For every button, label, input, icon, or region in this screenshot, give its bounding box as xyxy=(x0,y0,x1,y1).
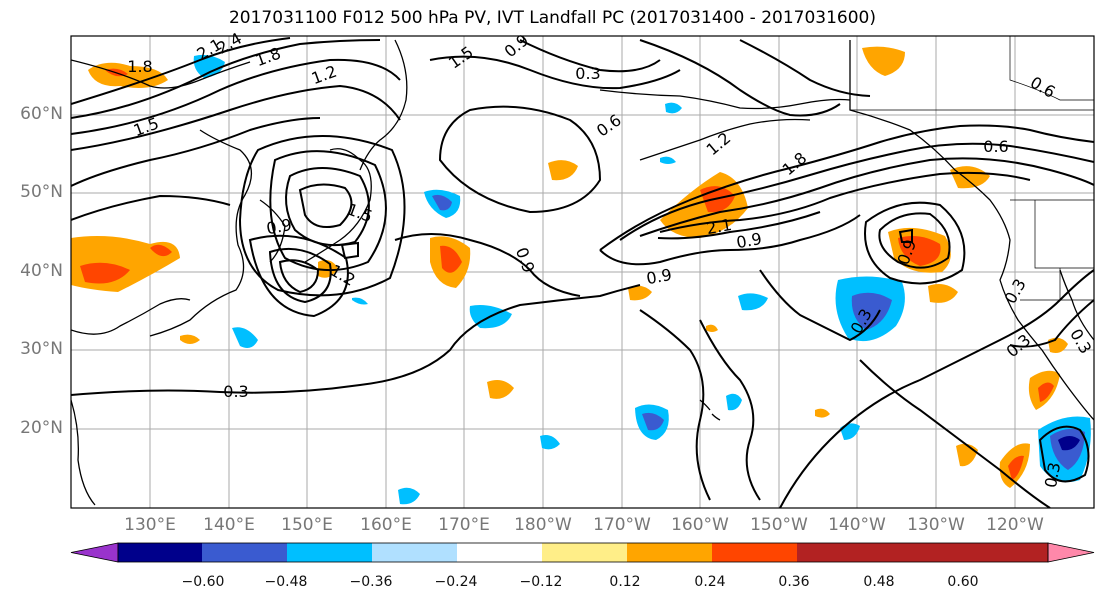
lat-label-30n: 30°N xyxy=(20,339,63,359)
political-borders xyxy=(850,36,1094,301)
contour-label: 0.9 xyxy=(735,229,763,252)
pv-contours xyxy=(71,37,1094,508)
contour-label: 0.6 xyxy=(983,137,1008,156)
colorbar-segment xyxy=(287,543,372,562)
lat-label-20n: 20°N xyxy=(20,418,63,438)
lon-label-170w: 170°W xyxy=(593,515,651,535)
lon-label-140e: 140°E xyxy=(203,515,255,535)
contour-label: 0.3 xyxy=(1041,461,1064,489)
contour-label: 1.8 xyxy=(127,57,152,76)
lon-label-160e: 160°E xyxy=(360,515,412,535)
colorbar-segment xyxy=(202,543,287,562)
lat-label-50n: 50°N xyxy=(20,182,63,202)
colorbar-label: −0.36 xyxy=(349,574,393,590)
lon-label-170e: 170°E xyxy=(438,515,490,535)
colorbar-label: −0.24 xyxy=(434,574,478,590)
map-title: 2017031100 F012 500 hPa PV, IVT Landfall… xyxy=(228,8,876,28)
colorbar-frame xyxy=(117,542,1049,563)
lon-label-130e: 130°E xyxy=(124,515,176,535)
colorbar-segment xyxy=(797,543,1048,562)
colorbar-label: 0.48 xyxy=(863,574,895,590)
colorbar-label: 0.36 xyxy=(778,574,810,590)
lon-label-150e: 150°E xyxy=(281,515,333,535)
colorbar-label: −0.60 xyxy=(181,574,225,590)
colorbar-label: 0.60 xyxy=(947,574,979,590)
colorbar-segment xyxy=(118,543,202,562)
colorbar-label: −0.12 xyxy=(519,574,563,590)
colorbar-segment xyxy=(372,543,457,562)
colorbar-label: 0.12 xyxy=(609,574,641,590)
lon-label-140w: 140°W xyxy=(828,515,886,535)
contour-label: 0.9 xyxy=(265,215,293,238)
colorbar-arrow-left xyxy=(70,542,119,563)
colorbar-segment xyxy=(712,543,797,562)
map-border xyxy=(70,35,1095,509)
contour-label: 0.3 xyxy=(575,64,600,83)
colorbar xyxy=(70,542,1095,563)
colorbar-segment xyxy=(457,543,542,562)
colorbar-segment xyxy=(627,543,712,562)
lon-label-150w: 150°W xyxy=(750,515,808,535)
contour-label: 0.9 xyxy=(645,265,673,288)
lon-label-160w: 160°W xyxy=(671,515,729,535)
lon-label-120w: 120°W xyxy=(986,515,1044,535)
colorbar-segment xyxy=(542,543,627,562)
colorbar-label: 0.24 xyxy=(694,574,726,590)
lon-label-180w: 180°W xyxy=(514,515,572,535)
colorbar-arrow-right xyxy=(1047,542,1095,563)
lat-label-60n: 60°N xyxy=(20,104,63,124)
lat-label-40n: 40°N xyxy=(20,261,63,281)
contour-label: 0.3 xyxy=(223,382,248,401)
lon-label-130w: 130°W xyxy=(907,515,965,535)
colorbar-label: −0.48 xyxy=(264,574,308,590)
contour-label: 2.1 xyxy=(705,215,733,238)
